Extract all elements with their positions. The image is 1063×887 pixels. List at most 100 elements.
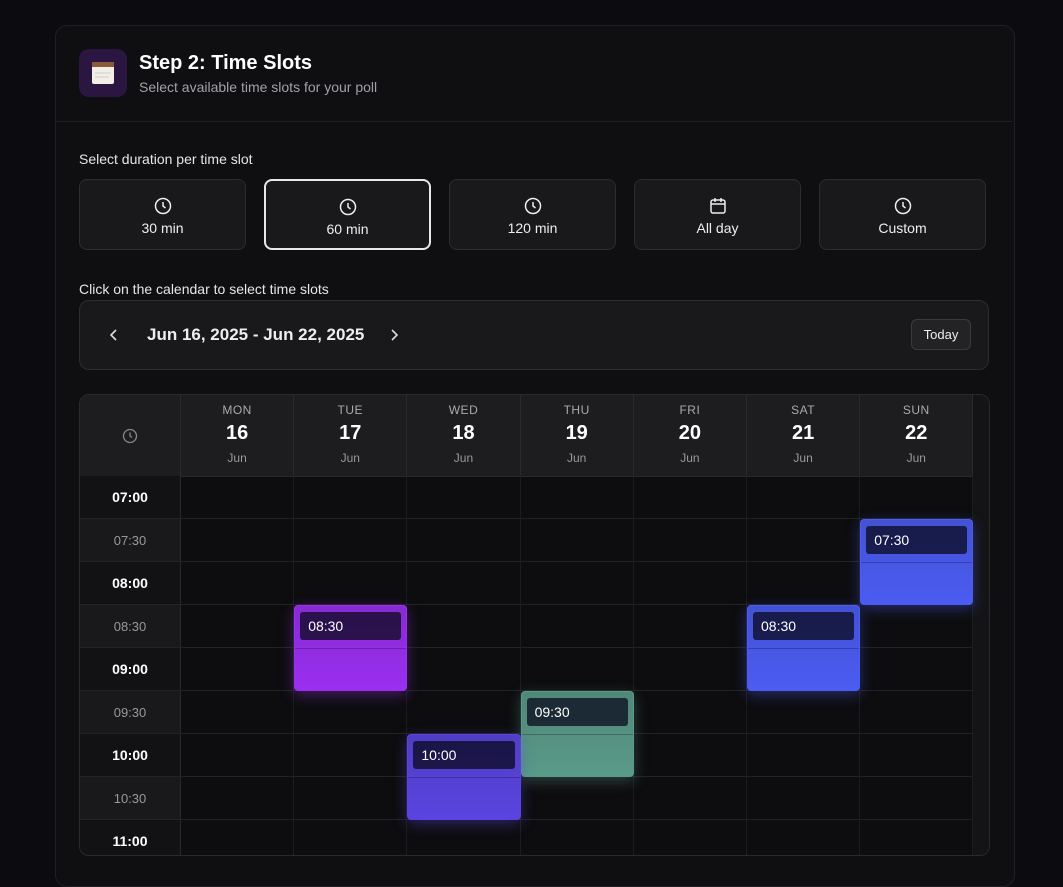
- weekday: MON: [222, 403, 252, 417]
- time-cell[interactable]: [181, 648, 295, 691]
- time-cell[interactable]: [860, 476, 974, 519]
- time-cell[interactable]: [407, 691, 521, 734]
- time-cell[interactable]: [747, 691, 861, 734]
- time-cell[interactable]: [407, 476, 521, 519]
- time-cell[interactable]: [181, 605, 295, 648]
- time-cell[interactable]: [294, 820, 408, 855]
- time-cell[interactable]: [181, 777, 295, 820]
- time-slot[interactable]: 10:00: [407, 734, 521, 820]
- time-cell[interactable]: [520, 519, 634, 562]
- time-cell[interactable]: [407, 519, 521, 562]
- time-cell[interactable]: [407, 820, 521, 855]
- month: Jun: [567, 451, 587, 465]
- time-cell[interactable]: [634, 820, 747, 855]
- time-cell[interactable]: [860, 734, 974, 777]
- month: Jun: [680, 451, 700, 465]
- date: 19: [565, 422, 588, 444]
- time-label: 09:00: [80, 648, 181, 691]
- day-header: THU 19 Jun: [521, 395, 634, 476]
- time-cell[interactable]: [633, 562, 747, 605]
- slot-divider: [408, 777, 520, 778]
- time-cell[interactable]: [633, 519, 747, 562]
- time-cell[interactable]: [520, 476, 634, 519]
- time-label: 07:30: [80, 519, 181, 562]
- time-cell[interactable]: [407, 562, 521, 605]
- weekday: THU: [563, 403, 590, 417]
- time-cell[interactable]: [521, 820, 634, 855]
- option-label: 120 min: [507, 220, 558, 236]
- month: Jun: [227, 451, 247, 465]
- today-button[interactable]: Today: [911, 319, 971, 350]
- app-icon: [79, 49, 127, 97]
- time-cell[interactable]: [860, 648, 974, 691]
- time-cell[interactable]: [520, 777, 634, 820]
- time-cell[interactable]: [181, 820, 295, 855]
- duration-option[interactable]: Custom: [819, 179, 986, 250]
- weekday: FRI: [679, 403, 701, 417]
- duration-option[interactable]: 60 min: [264, 179, 431, 250]
- time-cell[interactable]: [294, 734, 408, 777]
- time-label: 07:00: [80, 476, 181, 519]
- time-cell[interactable]: [520, 605, 634, 648]
- time-cell[interactable]: [294, 691, 408, 734]
- option-label: All day: [696, 220, 739, 236]
- time-cell[interactable]: [747, 476, 861, 519]
- time-cell[interactable]: [407, 648, 521, 691]
- time-label: 09:30: [80, 691, 181, 734]
- time-cell[interactable]: [520, 648, 634, 691]
- month: Jun: [453, 451, 474, 465]
- time-cell[interactable]: [747, 820, 861, 855]
- date: 17: [339, 422, 362, 444]
- time-slot[interactable]: 08:30: [747, 605, 861, 691]
- time-cell[interactable]: [181, 691, 295, 734]
- date: 21: [791, 422, 815, 444]
- time-cell[interactable]: [181, 562, 295, 605]
- option-label: Custom: [878, 220, 927, 236]
- weekday: TUE: [337, 403, 364, 417]
- time-cell[interactable]: [860, 820, 974, 855]
- time-cell[interactable]: [633, 777, 747, 820]
- slot-divider: [521, 734, 633, 735]
- date: 16: [225, 422, 249, 444]
- prev-week[interactable]: [106, 327, 122, 343]
- slot-label: 10:00: [413, 741, 515, 769]
- time-cell[interactable]: [294, 476, 408, 519]
- weekday: SUN: [902, 403, 930, 417]
- time-slot[interactable]: 07:30: [860, 519, 974, 605]
- day-header: WED 18 Jun: [407, 395, 521, 476]
- time-cell[interactable]: [294, 562, 408, 605]
- time-cell[interactable]: [747, 777, 861, 820]
- scrollbar: [973, 395, 989, 855]
- divider: [56, 121, 1012, 122]
- slot-divider: [748, 648, 860, 649]
- time-cell[interactable]: [633, 605, 747, 648]
- duration-option[interactable]: 30 min: [79, 179, 246, 250]
- month: Jun: [906, 451, 926, 465]
- day-header: TUE 17 Jun: [294, 395, 408, 476]
- time-cell[interactable]: [633, 648, 747, 691]
- day-header: SUN 22 Jun: [860, 395, 974, 476]
- time-cell[interactable]: [860, 691, 974, 734]
- time-slot[interactable]: 08:30: [294, 605, 408, 691]
- next-week[interactable]: [386, 327, 402, 343]
- time-cell[interactable]: [747, 562, 861, 605]
- time-cell[interactable]: [633, 734, 747, 777]
- time-cell[interactable]: [747, 734, 861, 777]
- time-cell[interactable]: [181, 519, 295, 562]
- time-cell[interactable]: [633, 476, 747, 519]
- time-cell[interactable]: [181, 734, 295, 777]
- weekday: SAT: [791, 403, 816, 417]
- time-cell[interactable]: [633, 691, 747, 734]
- time-slot[interactable]: 09:30: [520, 691, 634, 777]
- time-cell[interactable]: [181, 476, 295, 519]
- time-cell[interactable]: [294, 519, 408, 562]
- time-cell[interactable]: [860, 605, 974, 648]
- time-cell[interactable]: [747, 519, 861, 562]
- time-cell[interactable]: [407, 605, 521, 648]
- duration-option[interactable]: All day: [634, 179, 801, 250]
- duration-option[interactable]: 120 min: [449, 179, 616, 250]
- time-cell[interactable]: [294, 777, 408, 820]
- time-cell[interactable]: [520, 562, 634, 605]
- time-label: 08:30: [80, 605, 181, 648]
- time-cell[interactable]: [860, 777, 974, 820]
